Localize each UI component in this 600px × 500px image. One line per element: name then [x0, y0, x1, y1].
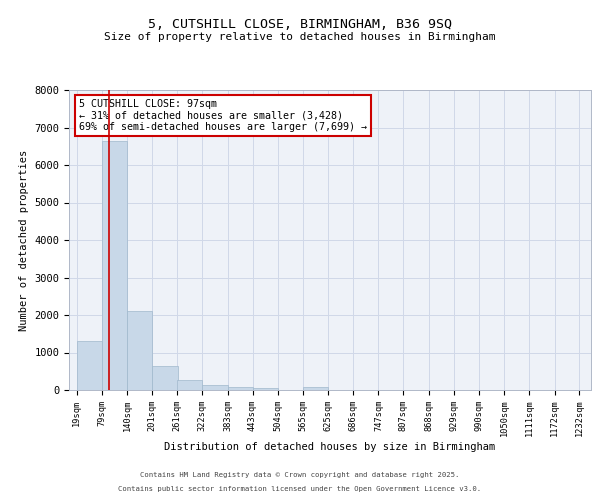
Bar	[152, 366, 178, 390]
Bar	[227, 386, 253, 390]
Bar	[303, 386, 328, 390]
Text: Contains HM Land Registry data © Crown copyright and database right 2025.: Contains HM Land Registry data © Crown c…	[140, 472, 460, 478]
X-axis label: Distribution of detached houses by size in Birmingham: Distribution of detached houses by size …	[164, 442, 496, 452]
Text: Contains public sector information licensed under the Open Government Licence v3: Contains public sector information licen…	[118, 486, 482, 492]
Bar	[102, 140, 127, 390]
Text: Size of property relative to detached houses in Birmingham: Size of property relative to detached ho…	[104, 32, 496, 42]
Bar	[127, 311, 152, 390]
Bar	[177, 380, 202, 390]
Bar	[253, 388, 278, 390]
Text: 5, CUTSHILL CLOSE, BIRMINGHAM, B36 9SQ: 5, CUTSHILL CLOSE, BIRMINGHAM, B36 9SQ	[148, 18, 452, 30]
Text: 5 CUTSHILL CLOSE: 97sqm
← 31% of detached houses are smaller (3,428)
69% of semi: 5 CUTSHILL CLOSE: 97sqm ← 31% of detache…	[79, 99, 367, 132]
Bar	[202, 385, 227, 390]
Bar	[77, 341, 102, 390]
Y-axis label: Number of detached properties: Number of detached properties	[19, 150, 29, 330]
